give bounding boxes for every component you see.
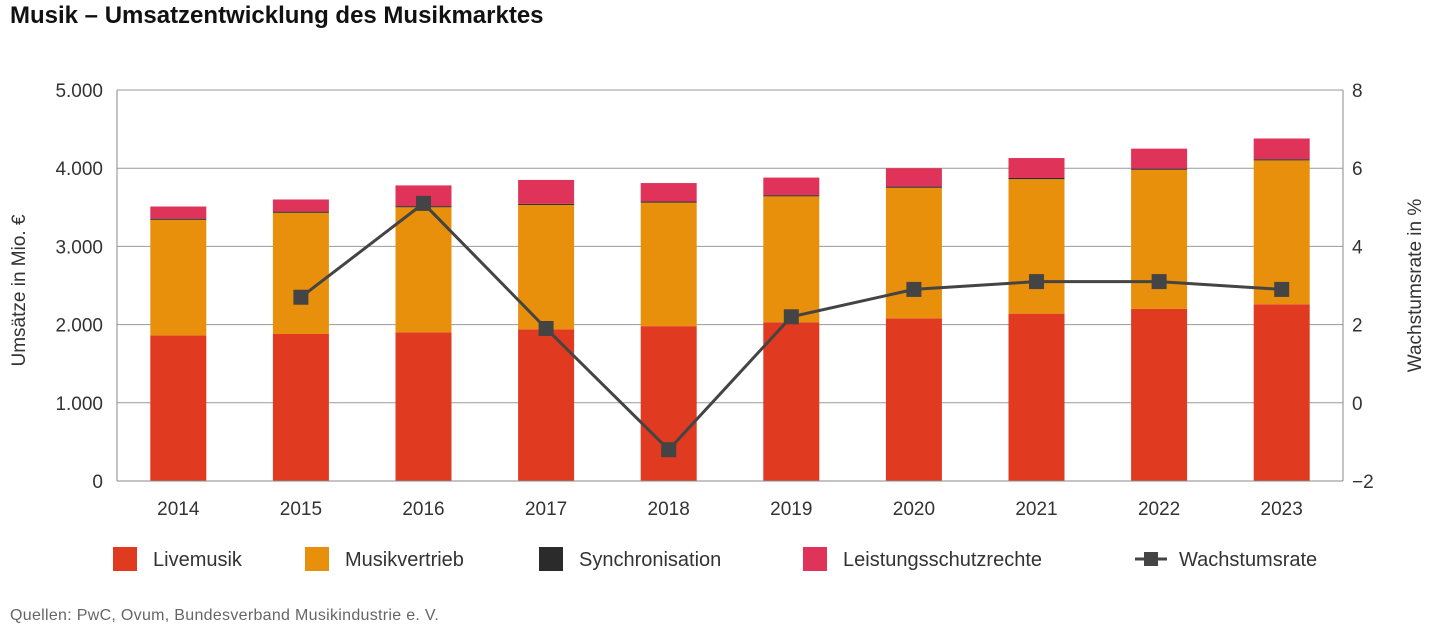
legend-swatch [803, 547, 827, 571]
x-tick-label: 2023 [1261, 499, 1303, 520]
bar-segment [272, 211, 329, 213]
growth-rate-marker [1029, 274, 1044, 290]
bar-segment [1253, 160, 1310, 305]
chart-title: Musik – Umsatzentwicklung des Musikmarkt… [10, 2, 544, 29]
x-tick-label: 2021 [1015, 499, 1057, 520]
bar-segment [150, 206, 207, 219]
bar-segment [763, 195, 820, 197]
y-tick-label: 2.000 [55, 316, 103, 337]
growth-rate-marker [1274, 281, 1290, 297]
bar-segment [1253, 159, 1310, 161]
x-tick-label: 2014 [157, 499, 200, 520]
growth-rate-marker [538, 321, 554, 337]
x-tick-label: 2017 [525, 499, 567, 520]
y2-tick-label: 2 [1352, 316, 1363, 337]
chart: 0 1.000 2.000 3.000 4.000 5.000 −2 0 2 4 6 8 2014 201… [9, 81, 1426, 571]
bar-segment [150, 219, 207, 336]
legend-swatch [305, 547, 329, 571]
x-tick-label: 2022 [1138, 499, 1180, 520]
bar-segment [1131, 308, 1188, 481]
bar-segment [763, 177, 820, 196]
bar-segment [885, 168, 942, 187]
y-tick-label: 5.000 [55, 81, 103, 102]
growth-rate-marker [293, 289, 309, 305]
bar-segment [518, 329, 575, 481]
bar-segment [640, 201, 697, 203]
bar-segment [1253, 138, 1310, 160]
legend-label: Livemusik [153, 549, 243, 571]
bar-segment [1008, 177, 1065, 180]
bar-segment [150, 218, 207, 220]
y-axis-label: Umsätze in Mio. € [9, 214, 30, 366]
y2-tick-label: 8 [1352, 81, 1363, 102]
y2-tick-label: 0 [1352, 394, 1363, 415]
bar-segment [640, 202, 697, 327]
bar-segment [885, 187, 942, 319]
growth-rate-marker [906, 281, 922, 297]
growth-rate-marker [783, 309, 799, 325]
source-note: Quellen: PwC, Ovum, Bundesverband Musiki… [10, 607, 440, 624]
y-tick-label: 3.000 [55, 237, 103, 258]
legend-marker-swatch [1144, 552, 1158, 566]
legend-label: Synchronisation [579, 549, 721, 571]
bar-segment [395, 332, 452, 481]
bar-segment [885, 186, 942, 188]
bar-segment [640, 183, 697, 202]
y2-tick-label: 4 [1352, 237, 1363, 258]
bar-segment [272, 199, 329, 212]
growth-rate-marker [1151, 274, 1167, 290]
bar-segment [518, 203, 575, 205]
bar-segment [885, 318, 942, 481]
legend-label: Leistungsschutzrechte [843, 549, 1042, 571]
y2-tick-label: −2 [1352, 472, 1374, 493]
legend-label: Wachstumsrate [1179, 549, 1317, 571]
bar-segment [1131, 148, 1188, 169]
bar-segment [150, 335, 207, 481]
x-tick-label: 2019 [770, 499, 812, 520]
bar-segment [763, 196, 820, 323]
bar-segment [272, 333, 329, 481]
bar-segment [1008, 158, 1065, 178]
y-tick-label: 0 [92, 472, 103, 493]
bar-segment [395, 185, 452, 207]
bar-segment [763, 322, 820, 481]
bar-segment [1253, 304, 1310, 481]
x-tick-label: 2018 [648, 499, 690, 520]
bar-segment [272, 212, 329, 334]
x-tick-label: 2020 [893, 499, 935, 520]
bar-segment [1008, 179, 1065, 314]
bar-segment [395, 207, 452, 333]
growth-rate-marker [661, 442, 677, 458]
x-tick-label: 2016 [402, 499, 444, 520]
bar-segment [1131, 168, 1188, 170]
y2-axis-label: Wachstumsrate in % [1405, 199, 1426, 373]
bar-segment [1008, 313, 1065, 481]
bar-segment [518, 179, 575, 204]
legend-swatch [539, 547, 563, 571]
growth-rate-marker [416, 195, 431, 211]
y2-tick-label: 6 [1352, 159, 1363, 180]
bar-segment [640, 326, 697, 481]
y-tick-label: 4.000 [55, 159, 103, 180]
legend-label: Musikvertrieb [345, 549, 464, 571]
x-tick-label: 2015 [280, 499, 322, 520]
legend-swatch [113, 547, 137, 571]
y-tick-label: 1.000 [55, 394, 103, 415]
